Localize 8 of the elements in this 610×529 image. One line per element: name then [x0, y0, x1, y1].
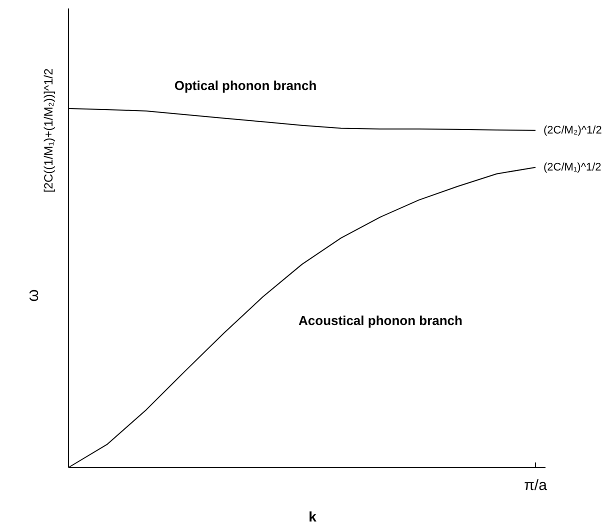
text: Acoustical phonon branch — [298, 313, 463, 328]
text: [2C((1/M₁)+(1/M₂))]^1/2 — [42, 68, 56, 193]
y-axis-title: ω — [25, 289, 42, 302]
x-axis-title: k — [308, 508, 317, 524]
series-label: Optical phonon branch — [174, 78, 317, 93]
annotation: (2C/M₂)^1/2 — [544, 124, 602, 136]
annotation: (2C/M₁)^1/2 — [544, 162, 602, 174]
text: π/a — [524, 477, 548, 494]
